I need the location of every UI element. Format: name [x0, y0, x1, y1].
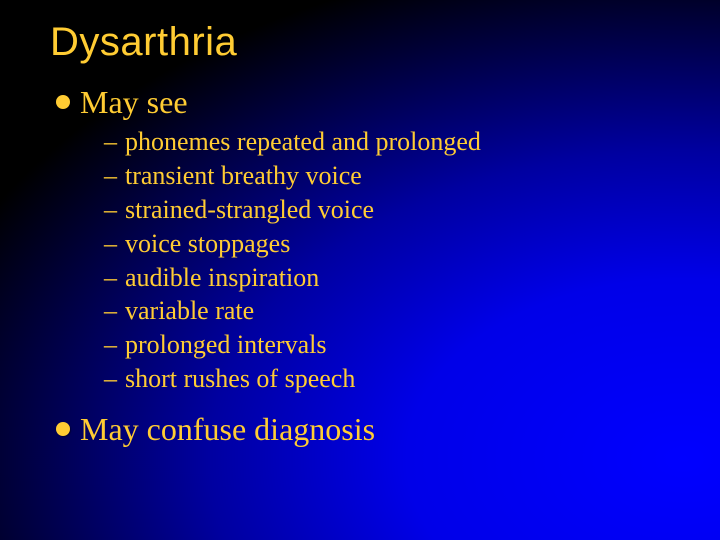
disc-icon: [56, 422, 70, 436]
list-item: –phonemes repeated and prolonged: [104, 125, 720, 159]
bullet-may-see: May see: [56, 83, 720, 121]
sub-text: short rushes of speech: [125, 362, 355, 396]
dash-icon: –: [104, 193, 117, 227]
sublist-may-see: –phonemes repeated and prolonged –transi…: [104, 125, 720, 395]
sub-text: transient breathy voice: [125, 159, 362, 193]
sub-text: variable rate: [125, 294, 254, 328]
list-item: –transient breathy voice: [104, 159, 720, 193]
dash-icon: –: [104, 362, 117, 396]
bullet-text: May confuse diagnosis: [80, 410, 375, 448]
dash-icon: –: [104, 328, 117, 362]
list-item: –prolonged intervals: [104, 328, 720, 362]
sub-text: phonemes repeated and prolonged: [125, 125, 481, 159]
bullet-may-confuse: May confuse diagnosis: [56, 410, 720, 448]
disc-icon: [56, 95, 70, 109]
dash-icon: –: [104, 159, 117, 193]
dash-icon: –: [104, 227, 117, 261]
list-item: –audible inspiration: [104, 261, 720, 295]
list-item: –voice stoppages: [104, 227, 720, 261]
list-item: –short rushes of speech: [104, 362, 720, 396]
list-item: –variable rate: [104, 294, 720, 328]
slide: Dysarthria May see –phonemes repeated an…: [0, 0, 720, 540]
slide-title: Dysarthria: [50, 20, 720, 65]
dash-icon: –: [104, 261, 117, 295]
dash-icon: –: [104, 294, 117, 328]
sub-text: voice stoppages: [125, 227, 290, 261]
dash-icon: –: [104, 125, 117, 159]
bullet-text: May see: [80, 83, 188, 121]
sub-text: strained-strangled voice: [125, 193, 374, 227]
list-item: –strained-strangled voice: [104, 193, 720, 227]
sub-text: prolonged intervals: [125, 328, 326, 362]
sub-text: audible inspiration: [125, 261, 319, 295]
